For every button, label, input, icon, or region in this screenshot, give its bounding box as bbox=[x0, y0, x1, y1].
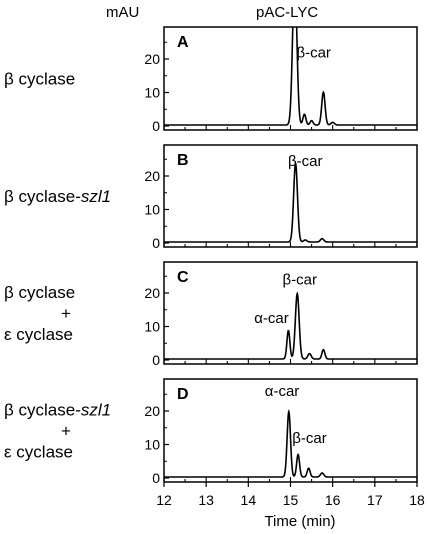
y-tick-label: 20 bbox=[144, 51, 160, 67]
chromatogram-trace bbox=[164, 160, 417, 243]
chromatogram-trace bbox=[164, 291, 417, 360]
row-label-part: β cyclase bbox=[4, 283, 75, 302]
panel-d: 0 10 20 D α-car β-car β cyclase-szl1 + ε cyclase bbox=[4, 378, 418, 486]
peak-label: α-car bbox=[254, 310, 289, 327]
x-tick-label: 16 bbox=[325, 492, 341, 508]
construct-title: pAC-LYC bbox=[256, 4, 318, 21]
y-tick-label: 10 bbox=[144, 437, 160, 453]
peak-label: β-car bbox=[283, 272, 317, 289]
panel-b: 0 10 20 B β-car β cyclase-szl1 bbox=[4, 144, 418, 251]
row-label-line: ε cyclase bbox=[4, 325, 73, 344]
y-tick-label: 20 bbox=[144, 403, 160, 419]
x-tick-label: 12 bbox=[156, 492, 172, 508]
row-label-part: β cyclase bbox=[4, 70, 75, 89]
peak-label: α-car bbox=[265, 383, 300, 400]
y-tick-label: 10 bbox=[144, 85, 160, 101]
row-label-line: + bbox=[61, 422, 71, 441]
panel-letter: D bbox=[177, 386, 189, 403]
x-tick-label: 15 bbox=[283, 492, 299, 508]
y-tick-label: 20 bbox=[144, 168, 160, 184]
row-label-line: β cyclase bbox=[4, 70, 75, 89]
row-label-part: β cyclase- bbox=[4, 401, 81, 420]
row-label-part: szl1 bbox=[81, 401, 111, 420]
row-label-part: β cyclase- bbox=[4, 187, 81, 206]
panel-a: 0 10 20 Aβ-car β cyclase bbox=[4, 26, 418, 134]
peak-label: β-car bbox=[288, 153, 322, 170]
peak-label: β-car bbox=[296, 44, 330, 61]
row-label-line: β cyclase bbox=[4, 283, 75, 302]
row-label-part: + bbox=[61, 422, 71, 441]
x-tick-label: 18 bbox=[409, 492, 425, 508]
peak-label: β-car bbox=[292, 430, 326, 447]
row-label-part: ε cyclase bbox=[4, 325, 73, 344]
chromatogram-trace bbox=[164, 27, 417, 126]
y-tick-label: 0 bbox=[152, 470, 160, 486]
row-label-line: + bbox=[61, 304, 71, 323]
y-tick-label: 0 bbox=[152, 118, 160, 134]
row-label-part: szl1 bbox=[81, 187, 111, 206]
row-label-line: ε cyclase bbox=[4, 443, 73, 462]
row-label-line: β cyclase-szl1 bbox=[4, 401, 111, 420]
y-tick-label: 10 bbox=[144, 202, 160, 218]
chromatogram-trace bbox=[164, 408, 417, 478]
row-label-part: ε cyclase bbox=[4, 443, 73, 462]
panel-c: 0 10 20 C β-car α-car β cyclase + ε cyclase bbox=[4, 261, 418, 368]
x-tick-label: 14 bbox=[241, 492, 257, 508]
x-axis-title: Time (min) bbox=[264, 513, 335, 530]
row-label-part: + bbox=[61, 304, 71, 323]
panel-letter: A bbox=[177, 34, 189, 51]
y-tick-label: 0 bbox=[152, 352, 160, 368]
x-tick-label: 17 bbox=[367, 492, 383, 508]
panels-group: 0 10 20 Aβ-car β cyclase 0 10 20 B β-car β cyclase… bbox=[4, 26, 418, 486]
y-tick-label: 0 bbox=[152, 235, 160, 251]
panel-letter: B bbox=[177, 152, 189, 169]
y-tick-label: 20 bbox=[144, 285, 160, 301]
panel-letter: C bbox=[177, 269, 189, 286]
row-label-line: β cyclase-szl1 bbox=[4, 187, 111, 206]
y-unit-label: mAU bbox=[106, 4, 139, 21]
x-tick-label: 13 bbox=[198, 492, 214, 508]
x-axis: 12 13 14 15 16 17 18 bbox=[156, 482, 425, 508]
y-tick-label: 10 bbox=[144, 319, 160, 335]
